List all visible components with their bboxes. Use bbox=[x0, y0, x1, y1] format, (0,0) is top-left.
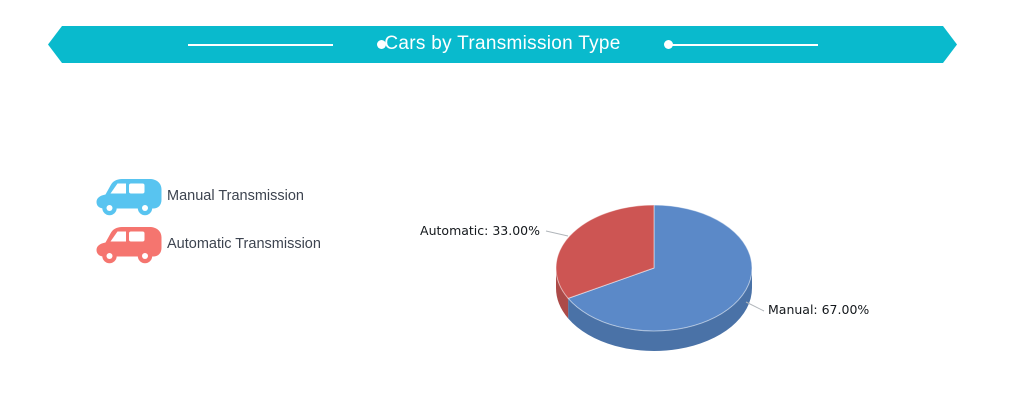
car-front-wheel-hub bbox=[106, 205, 113, 211]
pie-slice-side-automatic bbox=[556, 268, 569, 319]
car-icon-body bbox=[96, 179, 162, 216]
chart-legend: Manual Transmission Automatic Transmissi… bbox=[95, 172, 321, 268]
legend-label-automatic: Automatic Transmission bbox=[167, 236, 321, 252]
slice-label-manual: Manual: 67.00% bbox=[768, 302, 870, 317]
legend-label-manual: Manual Transmission bbox=[167, 188, 304, 204]
banner-left-line bbox=[188, 44, 333, 46]
pie-slice-manual[interactable] bbox=[567, 204, 753, 332]
car-icon bbox=[96, 227, 162, 264]
car-rear-wheel-hub bbox=[142, 205, 148, 211]
leader-line-automatic bbox=[545, 230, 569, 237]
legend-item-automatic[interactable]: Automatic Transmission bbox=[95, 220, 321, 268]
car-front-window bbox=[110, 231, 126, 242]
car-rear-window bbox=[129, 231, 145, 242]
page-title: Cars by Transmission Type bbox=[384, 32, 621, 54]
legend-item-manual[interactable]: Manual Transmission bbox=[95, 172, 321, 220]
car-front-window bbox=[110, 183, 126, 194]
pie-slices bbox=[555, 204, 753, 351]
car-front-wheel-hub bbox=[106, 253, 113, 259]
banner-right-line bbox=[672, 44, 818, 46]
banner-left-dot bbox=[377, 40, 386, 49]
banner-right-dot bbox=[664, 40, 673, 49]
title-banner: Cars by Transmission Type bbox=[48, 26, 957, 63]
leader-line-manual bbox=[745, 301, 765, 312]
car-icon-body bbox=[96, 227, 162, 264]
pie-chart-area: Automatic: 33.00% Manual: 67.00% bbox=[420, 190, 880, 375]
pie-slice-automatic[interactable] bbox=[555, 204, 655, 299]
car-rear-window bbox=[129, 183, 145, 194]
car-icon bbox=[96, 179, 162, 216]
slice-label-automatic: Automatic: 33.00% bbox=[420, 223, 540, 238]
car-rear-wheel-hub bbox=[142, 253, 148, 259]
pie-chart-svg bbox=[545, 204, 765, 351]
pie-slice-side-manual bbox=[568, 268, 752, 351]
